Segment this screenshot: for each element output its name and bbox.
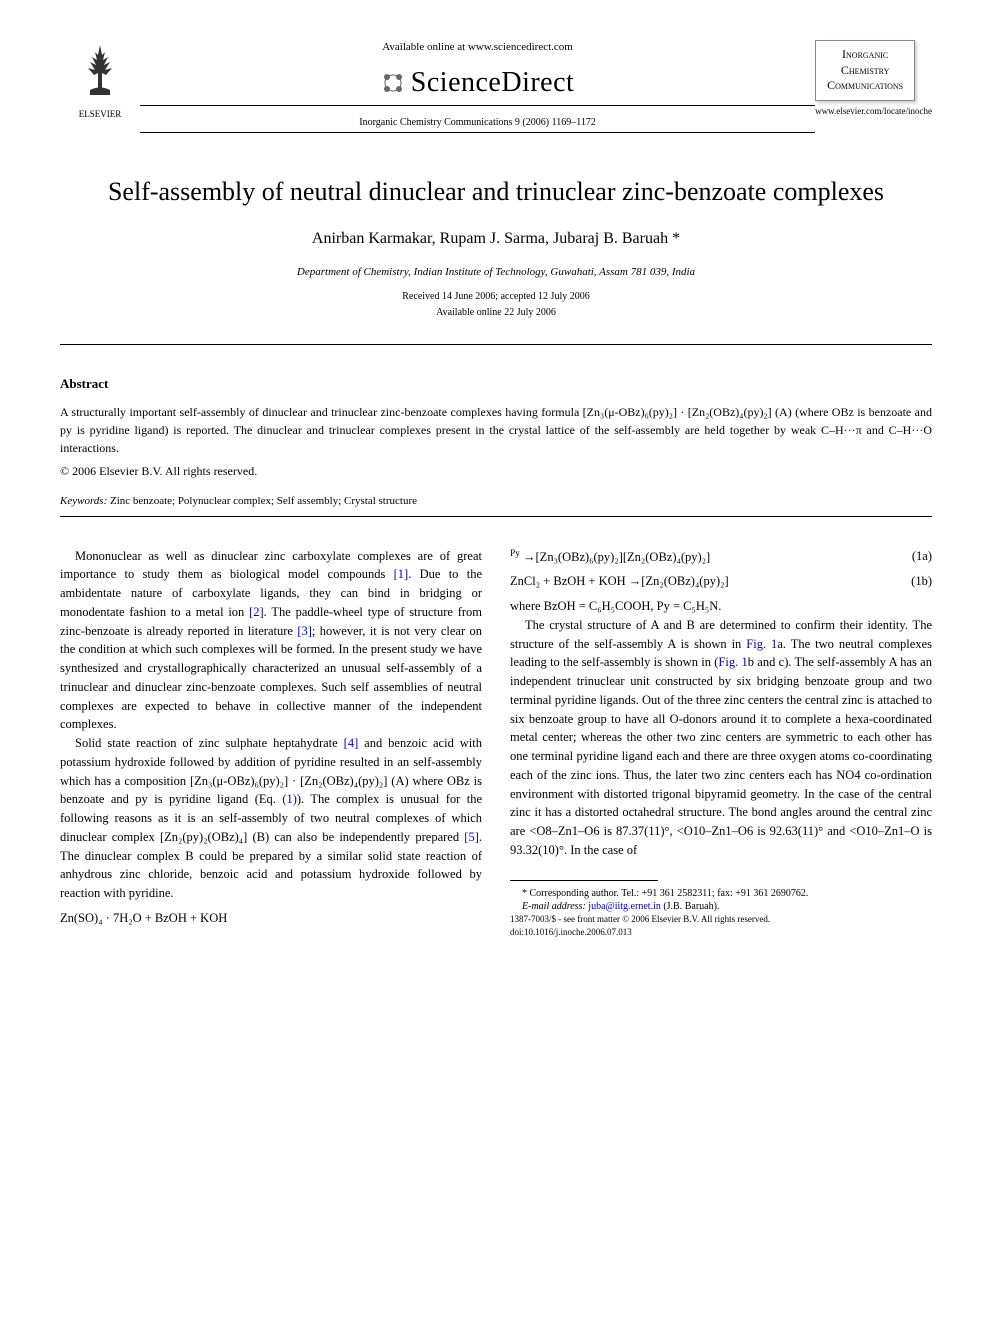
doi-line: doi:10.1016/j.inoche.2006.07.013 (510, 926, 932, 940)
journal-cover-line: Communications (820, 78, 910, 94)
keywords-label: Keywords: (60, 495, 107, 507)
email-footnote: E-mail address: juba@iitg.ernet.in (J.B.… (510, 900, 932, 913)
sciencedirect-brand: ScienceDirect (140, 63, 815, 102)
abstract-text: A structurally important self-assembly o… (60, 403, 932, 457)
body-paragraph: Solid state reaction of zinc sulphate he… (60, 734, 482, 903)
journal-cover-line: Chemistry (820, 63, 910, 79)
sciencedirect-text: ScienceDirect (411, 63, 575, 102)
journal-reference: Inorganic Chemistry Communications 9 (20… (140, 116, 815, 130)
received-date: Received 14 June 2006; accepted 12 July … (60, 290, 932, 304)
ref-link[interactable]: [2] (249, 605, 264, 619)
journal-cover-block: Inorganic Chemistry Communications www.e… (815, 40, 932, 117)
footnote-separator (510, 880, 658, 881)
corresponding-author-footnote: * Corresponding author. Tel.: +91 361 25… (510, 887, 932, 900)
elsevier-label: ELSEVIER (60, 108, 140, 121)
elsevier-logo: ELSEVIER (60, 40, 140, 120)
online-date: Available online 22 July 2006 (60, 306, 932, 320)
center-header: Available online at www.sciencedirect.co… (140, 40, 815, 135)
equation-label: (1b) (911, 572, 932, 591)
front-matter-line: 1387-7003/$ - see front matter © 2006 El… (510, 913, 932, 927)
elsevier-tree-icon (70, 40, 130, 100)
fig-ref-link[interactable]: Fig. 1 (746, 637, 777, 651)
equation-1b: ZnCl₂ + BzOH + KOH →[Zn₂(OBz)₄(py)₂] (1b… (510, 572, 932, 591)
journal-url: www.elsevier.com/locate/inoche (815, 105, 932, 118)
page-header: ELSEVIER Available online at www.science… (60, 40, 932, 135)
email-link[interactable]: juba@iitg.ernet.in (586, 901, 664, 912)
ref-link[interactable]: [3] (297, 624, 312, 638)
abstract-heading: Abstract (60, 375, 932, 393)
keywords-text: Zinc benzoate; Polynuclear complex; Self… (107, 495, 417, 507)
ref-link[interactable]: [4] (344, 736, 359, 750)
available-online-text: Available online at www.sciencedirect.co… (140, 40, 815, 55)
article-title: Self-assembly of neutral dinuclear and t… (60, 175, 932, 209)
sciencedirect-icon (381, 71, 405, 95)
ref-link[interactable]: [1] (394, 567, 409, 581)
article-body: Mononuclear as well as dinuclear zinc ca… (60, 547, 932, 940)
keywords: Keywords: Zinc benzoate; Polynuclear com… (60, 494, 932, 509)
affiliation: Department of Chemistry, Indian Institut… (60, 265, 932, 280)
ref-link[interactable]: [5] (464, 830, 479, 844)
eq-ref-link[interactable]: (1) (282, 792, 297, 806)
journal-cover-line: Inorganic (820, 47, 910, 63)
fig-ref-link[interactable]: Fig. 1 (718, 655, 747, 669)
abstract-copyright: © 2006 Elsevier B.V. All rights reserved… (60, 463, 932, 480)
body-paragraph: The crystal structure of A and B are det… (510, 616, 932, 860)
body-paragraph: Mononuclear as well as dinuclear zinc ca… (60, 547, 482, 735)
journal-cover: Inorganic Chemistry Communications (815, 40, 915, 101)
equation-label: (1a) (912, 547, 932, 566)
authors: Anirban Karmakar, Rupam J. Sarma, Jubara… (60, 228, 932, 250)
equation-where: where BzOH = C₆H₅COOH, Py = C₅H₅N. (510, 597, 932, 616)
